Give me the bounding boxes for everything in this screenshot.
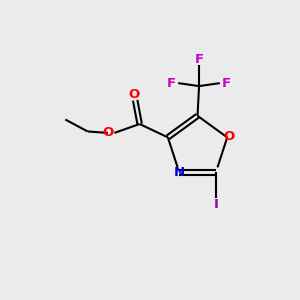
Text: N: N: [174, 166, 185, 179]
Text: O: O: [102, 126, 113, 139]
Text: I: I: [214, 198, 218, 211]
Text: O: O: [128, 88, 139, 101]
Text: F: F: [167, 76, 176, 90]
Text: F: F: [194, 53, 204, 66]
Text: O: O: [223, 130, 234, 143]
Text: F: F: [222, 76, 231, 90]
